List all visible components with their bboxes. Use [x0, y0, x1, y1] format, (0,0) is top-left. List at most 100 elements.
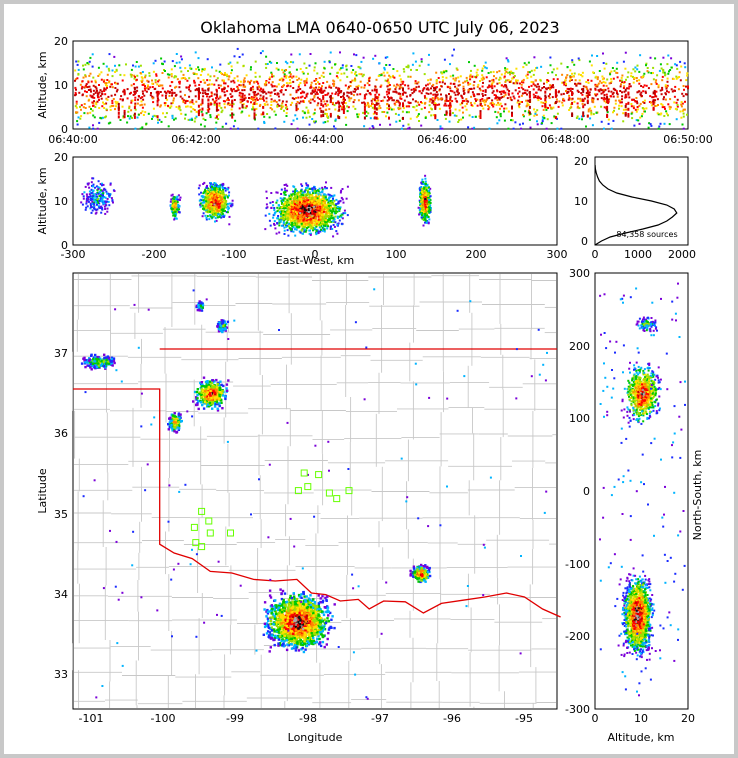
- source-dot: [134, 65, 137, 68]
- source-dot: [347, 106, 350, 109]
- source-dot: [154, 59, 157, 62]
- source-dot: [513, 97, 516, 100]
- source-dot: [218, 192, 221, 195]
- source-dot: [86, 86, 89, 89]
- source-dot: [178, 80, 181, 83]
- source-dot: [171, 60, 174, 63]
- source-dot: [532, 83, 535, 86]
- source-dot: [314, 90, 316, 93]
- source-dot: [643, 99, 646, 102]
- source-dot: [664, 98, 667, 101]
- source-dot: [432, 114, 435, 117]
- source-dot: [396, 70, 399, 73]
- source-dot: [225, 203, 228, 206]
- source-dot: [518, 103, 521, 105]
- source-dot: [111, 102, 114, 105]
- source-dot: [489, 102, 492, 105]
- source-dot: [192, 72, 195, 75]
- source-dot: [511, 71, 514, 74]
- source-dot: [589, 107, 592, 110]
- source-dot: [267, 81, 270, 84]
- source-dot: [270, 98, 273, 101]
- source-dot: [621, 98, 623, 101]
- source-dot: [354, 72, 356, 75]
- source-dot: [636, 102, 639, 105]
- source-dot: [254, 98, 257, 101]
- source-dot: [75, 100, 78, 103]
- source-dot: [222, 196, 225, 199]
- source-dot: [603, 94, 606, 96]
- source-dot: [89, 111, 92, 114]
- source-dot: [87, 182, 90, 185]
- source-dot: [170, 81, 173, 84]
- source-dot: [412, 106, 415, 108]
- source-dot: [224, 197, 226, 200]
- source-dot: [209, 198, 212, 201]
- source-dot: [106, 192, 109, 195]
- source-dot: [92, 124, 94, 127]
- source-dot: [534, 79, 537, 82]
- source-dot: [425, 97, 428, 100]
- source-dot: [433, 86, 436, 89]
- source-dot: [652, 102, 655, 106]
- source-dot: [504, 91, 507, 94]
- source-dot: [215, 105, 218, 109]
- source-dot: [303, 222, 305, 225]
- source-dot: [335, 102, 338, 105]
- source-dot: [636, 79, 638, 82]
- source-dot: [519, 82, 521, 85]
- source-dot: [631, 98, 634, 101]
- source-dot: [100, 184, 103, 187]
- source-dot: [378, 104, 381, 107]
- source-dot: [606, 108, 609, 112]
- source-dot: [103, 188, 105, 191]
- source-dot: [511, 92, 514, 95]
- source-dot: [634, 108, 637, 111]
- source-dot: [126, 88, 129, 91]
- source-dot: [82, 195, 85, 198]
- source-dot: [250, 79, 253, 82]
- source-dot: [420, 101, 422, 104]
- source-dot: [585, 92, 588, 94]
- source-dot: [458, 109, 461, 112]
- source-dot: [280, 77, 283, 80]
- source-dot: [443, 104, 446, 107]
- source-dot: [283, 73, 286, 76]
- source-dot: [221, 109, 224, 112]
- source-dot: [347, 87, 350, 90]
- source-dot: [533, 69, 536, 72]
- source-dot: [594, 83, 597, 86]
- source-dot: [171, 199, 174, 202]
- source-dot: [93, 201, 96, 204]
- source-dot: [121, 99, 124, 102]
- source-dot: [317, 189, 320, 192]
- source-dot: [465, 108, 468, 111]
- source-dot: [297, 85, 300, 88]
- source-dot: [320, 88, 323, 92]
- source-dot: [619, 90, 622, 92]
- source-dot: [223, 74, 226, 76]
- source-dot: [278, 224, 281, 227]
- source-dot: [213, 196, 216, 199]
- source-dot: [317, 88, 320, 91]
- source-dot: [470, 104, 473, 107]
- source-dot: [101, 207, 103, 210]
- source-dot: [456, 68, 459, 71]
- source-dot: [213, 182, 216, 184]
- source-dot: [680, 103, 683, 106]
- source-dot: [595, 75, 598, 78]
- source-dot: [325, 104, 328, 107]
- source-dot: [221, 208, 224, 211]
- source-dot: [449, 97, 452, 101]
- source-dot: [156, 103, 159, 107]
- source-dot: [206, 195, 209, 198]
- source-dot: [350, 65, 353, 67]
- source-dot: [491, 99, 494, 102]
- source-dot: [296, 196, 299, 199]
- source-dot: [620, 79, 623, 82]
- source-dot: [682, 95, 685, 98]
- source-dot: [518, 123, 521, 126]
- source-dot: [367, 103, 370, 106]
- source-dot: [437, 77, 440, 79]
- source-dot: [83, 103, 86, 105]
